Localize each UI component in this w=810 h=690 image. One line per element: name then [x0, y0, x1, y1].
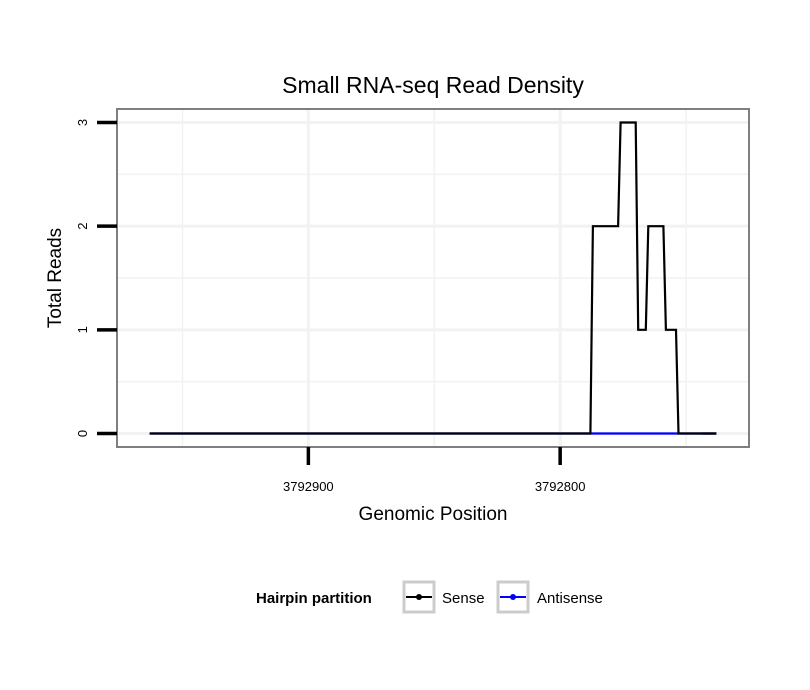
x-tick-label: 3792900 — [283, 479, 334, 494]
legend-point-sense — [416, 594, 422, 600]
series-layer — [149, 121, 717, 435]
y-tick-label: 2 — [75, 223, 90, 230]
chart-title: Small RNA-seq Read Density — [282, 72, 584, 98]
y-tick-label: 3 — [75, 119, 90, 126]
legend-point-antisense — [510, 594, 516, 600]
plot-panel — [116, 108, 750, 448]
x-axis-title: Genomic Position — [359, 504, 508, 525]
legend-label-antisense: Antisense — [537, 590, 603, 607]
x-axis: 3792900 3792800 — [283, 447, 585, 494]
legend: Hairpin partition Sense Antisense — [256, 580, 603, 614]
y-axis-title: Total Reads — [45, 228, 66, 328]
y-tick-label: 0 — [75, 430, 90, 437]
legend-entry-sense: Sense — [402, 580, 485, 614]
legend-entry-antisense: Antisense — [496, 580, 603, 614]
legend-title: Hairpin partition — [256, 590, 372, 607]
grid — [117, 109, 749, 447]
legend-label-sense: Sense — [442, 590, 485, 607]
y-axis: 0 1 2 3 — [75, 119, 117, 437]
x-tick-label: 3792800 — [535, 479, 586, 494]
y-tick-label: 1 — [75, 326, 90, 333]
series-line-sense — [149, 121, 717, 435]
